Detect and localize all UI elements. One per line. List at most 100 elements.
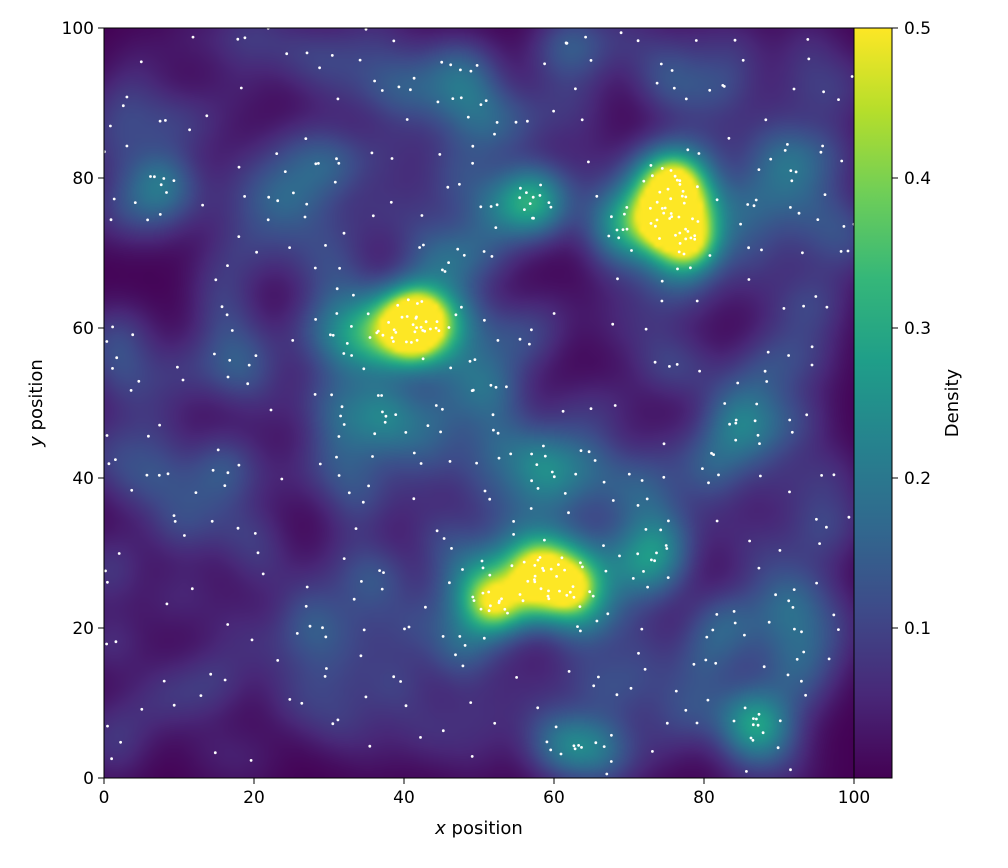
- scatter-point: [247, 363, 251, 367]
- colorbar-ticks: 0.1 0.2 0.3 0.4 0.5: [892, 19, 931, 639]
- x-axis-label: x position: [434, 818, 523, 839]
- scatter-point: [213, 751, 217, 755]
- scatter-point: [375, 331, 379, 335]
- scatter-point: [492, 428, 495, 432]
- scatter-point: [236, 37, 240, 41]
- scatter-point: [682, 201, 686, 205]
- scatter-point: [757, 712, 761, 716]
- scatter-point: [303, 215, 307, 219]
- scatter-point: [392, 340, 395, 343]
- scatter-point: [458, 635, 462, 638]
- scatter-point: [800, 679, 803, 683]
- scatter-point: [531, 195, 535, 199]
- scatter-point: [592, 684, 596, 688]
- scatter-point: [810, 345, 814, 349]
- scatter-point: [475, 461, 478, 465]
- scatter-point: [767, 620, 771, 624]
- scatter-point: [358, 58, 362, 62]
- scatter-point: [560, 556, 564, 560]
- scatter-point: [684, 708, 688, 712]
- scatter-point: [459, 68, 462, 72]
- scatter-point: [815, 581, 818, 585]
- scatter-point: [782, 307, 786, 310]
- scatter-point: [789, 206, 792, 209]
- plot-area: [103, 27, 855, 779]
- scatter-point: [435, 320, 439, 323]
- scatter-point: [471, 144, 475, 148]
- scatter-point: [710, 451, 713, 455]
- scatter-point: [581, 565, 584, 569]
- scatter-point: [746, 203, 750, 206]
- scatter-point: [371, 455, 374, 458]
- y-tick-label: 60: [72, 319, 94, 339]
- scatter-point: [567, 511, 570, 515]
- scatter-point: [543, 62, 546, 66]
- scatter-point: [323, 675, 327, 678]
- scatter-point: [475, 64, 479, 67]
- scatter-point: [543, 538, 546, 542]
- scatter-point: [337, 435, 341, 438]
- x-tick-label: 60: [543, 788, 565, 808]
- scatter-point: [159, 183, 163, 187]
- scatter-point: [137, 379, 141, 383]
- scatter-point: [682, 252, 686, 256]
- scatter-point: [611, 322, 615, 326]
- scatter-point: [420, 300, 424, 303]
- scatter-point: [684, 227, 687, 231]
- scatter-point: [324, 635, 328, 639]
- scatter-point: [528, 342, 531, 346]
- scatter-point: [162, 679, 166, 683]
- scatter-point: [611, 499, 615, 502]
- scatter-point: [226, 471, 230, 475]
- scatter-point: [602, 480, 606, 484]
- scatter-point: [563, 568, 566, 572]
- scatter-point: [413, 330, 417, 334]
- scatter-point: [760, 248, 763, 252]
- scatter-point: [172, 179, 176, 183]
- scatter-point: [392, 328, 396, 332]
- scatter-point: [774, 593, 777, 597]
- scatter-point: [117, 552, 121, 555]
- scatter-point: [574, 87, 577, 91]
- scatter-point: [723, 402, 727, 405]
- scatter-point: [745, 770, 748, 773]
- scatter-point: [416, 302, 419, 305]
- scatter-point: [696, 220, 700, 223]
- scatter-point: [655, 200, 659, 204]
- scatter-point: [331, 722, 335, 726]
- scatter-point: [371, 214, 375, 218]
- scatter-point: [145, 473, 149, 477]
- scatter-point: [446, 185, 450, 189]
- scatter-point: [588, 590, 592, 594]
- scatter-point: [335, 455, 338, 459]
- scatter-point: [114, 640, 118, 644]
- scatter-point: [684, 97, 688, 101]
- scatter-point: [839, 250, 843, 253]
- scatter-point: [518, 337, 522, 341]
- scatter-point: [675, 178, 679, 182]
- scatter-point: [678, 231, 682, 235]
- scatter-point: [109, 124, 112, 128]
- scatter-point: [392, 675, 396, 679]
- scatter-point: [405, 315, 409, 318]
- scatter-point: [269, 408, 273, 412]
- scatter-point: [542, 444, 545, 448]
- scatter-point: [602, 745, 606, 748]
- scatter-point: [181, 378, 185, 382]
- scatter-point: [821, 144, 824, 148]
- scatter-point: [421, 329, 425, 332]
- scatter-point: [173, 520, 177, 523]
- scatter-point: [237, 463, 241, 467]
- scatter-point: [655, 551, 658, 555]
- scatter-point: [481, 591, 485, 595]
- scatter-point: [449, 366, 453, 370]
- scatter-point: [795, 657, 799, 661]
- scatter-point: [275, 152, 279, 156]
- scatter-point: [335, 157, 338, 161]
- scatter-point: [112, 197, 116, 201]
- scatter-point: [396, 303, 400, 307]
- colorbar-tick-label: 0.3: [904, 319, 931, 339]
- scatter-point: [587, 160, 590, 164]
- scatter-point: [547, 597, 551, 601]
- scatter-point: [415, 315, 418, 319]
